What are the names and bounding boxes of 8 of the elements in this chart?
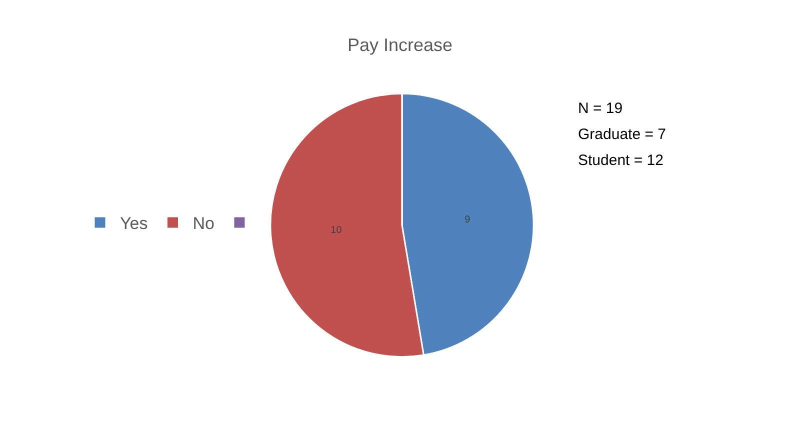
data-label: 9 [464, 214, 471, 226]
legend-label: No [192, 214, 214, 234]
text: Student = 12 [578, 152, 664, 169]
text: N = 19 [578, 100, 623, 117]
legend-label: Yes [120, 214, 148, 234]
text: Graduate = 7 [578, 126, 666, 143]
data-label: 10 [330, 225, 342, 236]
chart-title: Pay Increase [347, 34, 453, 55]
